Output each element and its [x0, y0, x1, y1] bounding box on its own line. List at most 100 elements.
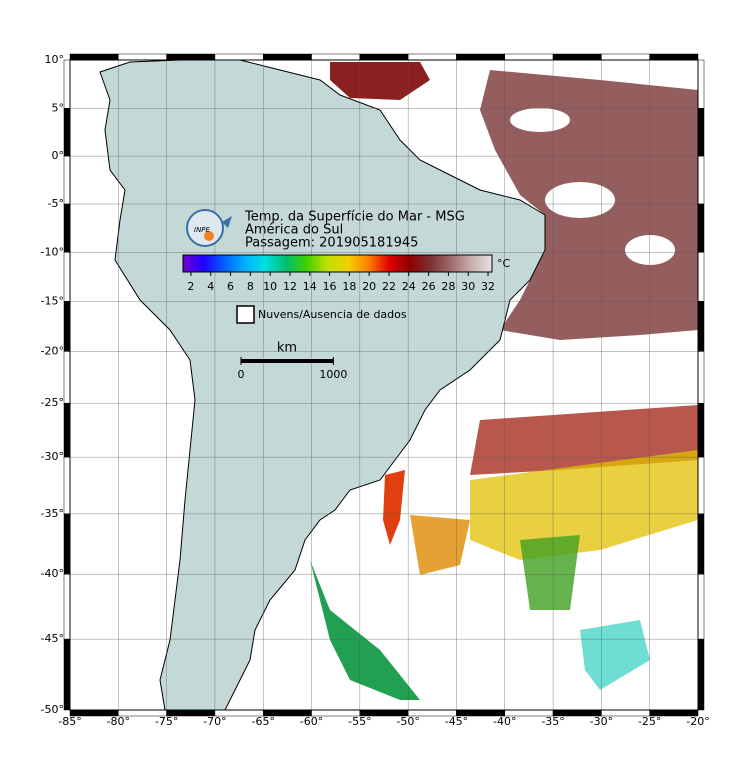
- scale-tick-label: 1000: [319, 368, 347, 381]
- lon-tick-label: -80°: [107, 715, 130, 728]
- frame-bar: [697, 203, 705, 253]
- lat-tick-label: -30°: [41, 450, 64, 463]
- frame-bar: [601, 53, 650, 61]
- lon-tick-label: -50°: [396, 715, 419, 728]
- frame-bar: [63, 402, 71, 458]
- frame: [63, 53, 705, 717]
- scale-unit: km: [277, 341, 297, 356]
- lon-tick-label: -75°: [155, 715, 178, 728]
- legend-pass: Passagem: 201905181945: [245, 236, 418, 251]
- colorbar-tick-label: 18: [342, 280, 356, 293]
- frame-bar: [63, 155, 71, 205]
- no-data-swatch: [236, 305, 255, 324]
- frame-bar: [697, 301, 705, 352]
- colorbar-tick-label: 14: [303, 280, 317, 293]
- colorbar-tick-label: 28: [441, 280, 455, 293]
- frame-border: [69, 59, 699, 711]
- colorbar-tick-label: 24: [402, 280, 416, 293]
- lon-tick-label: -30°: [590, 715, 613, 728]
- colorbar-tick-label: 26: [422, 280, 436, 293]
- colorbar-tick-label: 2: [187, 280, 194, 293]
- frame-bar: [697, 351, 705, 404]
- lat-tick-label: -10°: [41, 245, 64, 258]
- frame-bar: [118, 53, 167, 61]
- frame-bar: [63, 203, 71, 253]
- frame-bar: [63, 573, 71, 640]
- logo-arrow: [222, 216, 232, 228]
- legend-region: América do Sul: [245, 223, 343, 238]
- frame-bar: [697, 252, 705, 302]
- logo-text: INPE: [194, 226, 211, 234]
- frame-bar: [63, 59, 71, 109]
- colorbar-tick-label: 32: [481, 280, 495, 293]
- frame-bar: [359, 53, 409, 61]
- lon-tick-label: -60°: [300, 715, 323, 728]
- scale-tick-label: 0: [238, 368, 245, 381]
- lon-tick-label: -70°: [203, 715, 226, 728]
- sst-gap: [625, 235, 675, 265]
- frame-bar: [697, 573, 705, 640]
- sst-patch: [310, 560, 420, 700]
- lon-tick-label: -55°: [348, 715, 371, 728]
- lon-tick-label: -25°: [638, 715, 661, 728]
- frame-bar: [697, 513, 705, 575]
- sst-patch: [520, 535, 580, 610]
- frame-bar: [214, 53, 264, 61]
- logo-sun: [204, 231, 214, 241]
- frame-bar: [63, 252, 71, 302]
- lon-tick-label: -45°: [445, 715, 468, 728]
- sst-patch: [580, 620, 650, 690]
- frame-bar: [697, 402, 705, 458]
- frame-bar: [63, 638, 71, 711]
- frame-bar: [63, 513, 71, 575]
- colorbar-tick-label: 8: [247, 280, 254, 293]
- frame-bar: [69, 53, 119, 61]
- sst-patch: [383, 470, 405, 545]
- lat-tick-label: -25°: [41, 396, 64, 409]
- sst-field: [310, 62, 698, 700]
- lat-tick-label: -50°: [41, 703, 64, 716]
- frame-bar: [504, 53, 554, 61]
- colorbar: [182, 254, 493, 273]
- frame-bar: [697, 638, 705, 711]
- colorbar-tick-label: 12: [283, 280, 297, 293]
- colorbar-tick-label: 16: [323, 280, 337, 293]
- frame-bar: [649, 53, 699, 61]
- colorbar-tick-label: 4: [207, 280, 214, 293]
- lat-tick-label: -45°: [41, 632, 64, 645]
- frame-bar: [407, 53, 457, 61]
- frame-bar: [697, 155, 705, 205]
- frame-bar: [262, 53, 312, 61]
- sst-gap: [545, 182, 615, 218]
- lat-tick-label: -15°: [41, 294, 64, 307]
- scale-bar: [241, 359, 334, 363]
- logo-icon: [186, 209, 224, 247]
- colorbar-tick-label: 22: [382, 280, 396, 293]
- lon-tick-label: -40°: [493, 715, 516, 728]
- lat-tick-label: -35°: [41, 507, 64, 520]
- lon-tick-label: -35°: [541, 715, 564, 728]
- lon-tick-label: -85°: [58, 715, 81, 728]
- legend: INPE Temp. da Superfície do Mar - MSG Am…: [182, 209, 511, 381]
- frame-bar: [456, 53, 506, 61]
- frame-bar: [697, 456, 705, 515]
- frame-bar: [166, 53, 216, 61]
- colorbar-tick-label: 20: [362, 280, 376, 293]
- frame-bar: [552, 53, 602, 61]
- frame-bar: [311, 53, 361, 61]
- legend-title: Temp. da Superfície do Mar - MSG: [244, 210, 465, 225]
- sst-patch: [410, 515, 470, 575]
- frame-bar: [697, 59, 705, 109]
- colorbar-unit: °C: [497, 257, 511, 270]
- sst-patch: [330, 62, 430, 100]
- colorbar-tick-label: 6: [227, 280, 234, 293]
- frame-bar: [63, 108, 71, 157]
- lon-tick-label: -65°: [251, 715, 274, 728]
- frame-bar: [63, 301, 71, 352]
- frame-bar: [63, 456, 71, 515]
- lat-tick-label: 0°: [52, 149, 65, 162]
- frame-bar: [63, 351, 71, 404]
- no-data-label: Nuvens/Ausencia de dados: [258, 308, 407, 321]
- lat-tick-label: -5°: [48, 197, 64, 210]
